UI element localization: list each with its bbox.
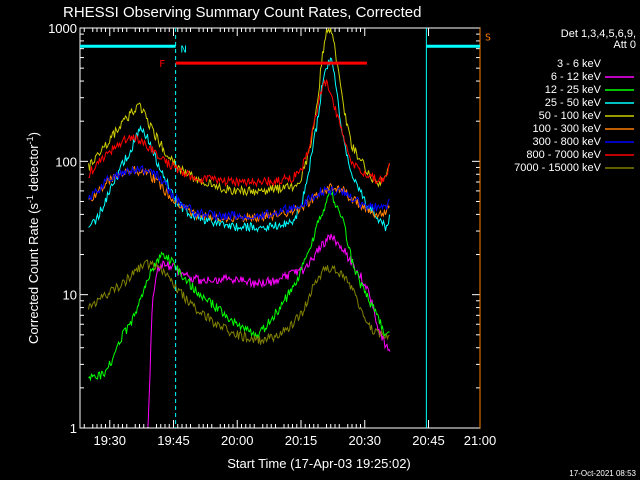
plot-frame xyxy=(79,27,481,429)
series-line xyxy=(88,27,390,197)
flag-label: F xyxy=(159,59,165,70)
legend-entry: 800 - 7000 keV xyxy=(526,149,601,161)
flag-group: N F S xyxy=(80,28,491,428)
series-line xyxy=(88,259,390,345)
timestamp: 17-Oct-2021 08:53 xyxy=(569,469,636,478)
legend-entry: 7000 - 15000 keV xyxy=(514,162,602,174)
y-axis-label: Corrected Count Rate (s-1 detector-1) xyxy=(25,132,41,344)
chart-title: RHESSI Observing Summary Count Rates, Co… xyxy=(63,4,421,21)
x-tick-label: 20:15 xyxy=(285,433,318,448)
legend-header: Att 0 xyxy=(613,39,636,51)
series-group xyxy=(88,27,391,428)
x-axis-label: Start Time (17-Apr-03 19:25:02) xyxy=(227,456,411,471)
legend-entry: 100 - 300 keV xyxy=(533,123,602,135)
x-tick-label: 21:00 xyxy=(464,433,497,448)
legend-entry: 12 - 25 keV xyxy=(545,84,602,96)
series-line xyxy=(88,189,390,382)
y-tick-label: 1 xyxy=(70,421,77,436)
series-line xyxy=(160,206,391,417)
x-tick-label: 19:30 xyxy=(93,433,126,448)
legend-entry: 3 - 6 keV xyxy=(557,58,602,70)
legend-entry: 6 - 12 keV xyxy=(551,71,602,83)
y-tick-label: 100 xyxy=(55,154,77,169)
y-tick-label: 1000 xyxy=(48,21,77,36)
legend-entry: 300 - 800 keV xyxy=(533,136,602,148)
legend-entry: 25 - 50 keV xyxy=(545,97,602,109)
y-tick-label: 10 xyxy=(63,288,77,303)
series-line xyxy=(88,165,390,222)
series-line xyxy=(147,233,391,428)
legend-entry: 50 - 100 keV xyxy=(539,110,602,122)
axes: 19:30 19:45 20:00 20:15 20:30 20:45 21:00 1 10 10… xyxy=(48,21,496,448)
x-tick-label: 20:30 xyxy=(348,433,381,448)
series-line xyxy=(88,57,390,233)
x-tick-label: 20:00 xyxy=(221,433,254,448)
x-tick-label: 20:45 xyxy=(412,433,445,448)
x-tick-label: 19:45 xyxy=(157,433,190,448)
flag-label: N xyxy=(181,45,187,56)
series-line xyxy=(88,79,390,188)
legend-header: Det 1,3,4,5,6,9, xyxy=(561,28,636,40)
flag-label: S xyxy=(485,33,491,44)
